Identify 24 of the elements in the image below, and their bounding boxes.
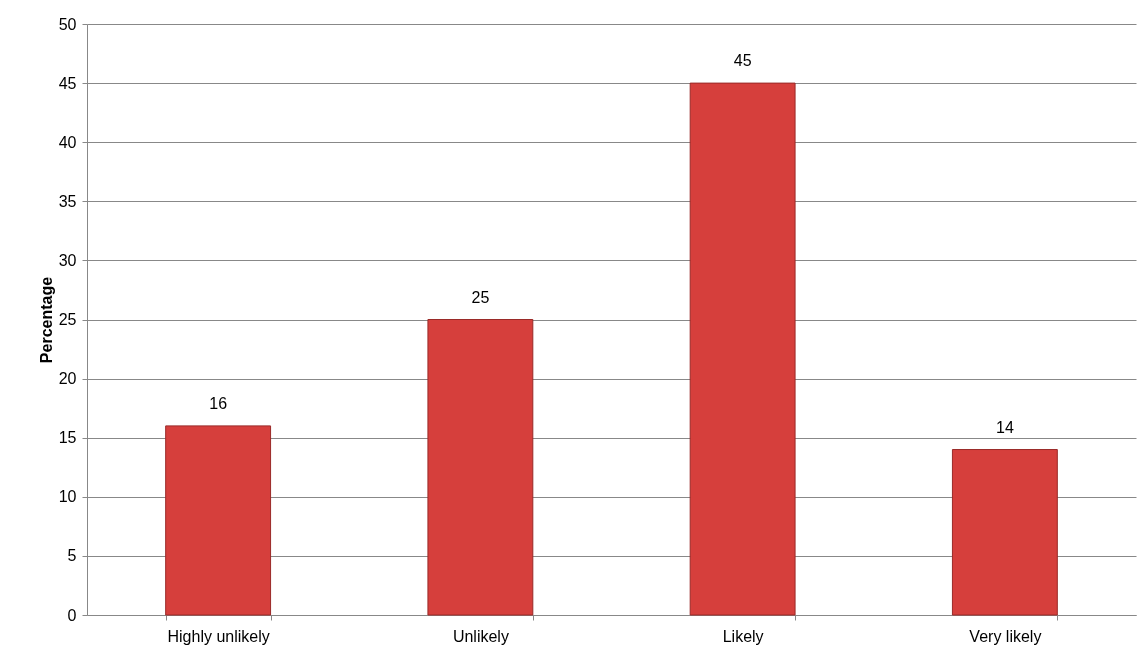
- bar: [427, 319, 534, 616]
- y-tick-label: 0: [67, 606, 77, 624]
- bar: [689, 82, 796, 616]
- y-tick-label: 35: [58, 192, 77, 210]
- y-tick-label: 25: [58, 311, 77, 328]
- data-label: 14: [995, 418, 1014, 436]
- x-tick-label: Likely: [722, 627, 764, 645]
- data-label: 16: [209, 394, 228, 412]
- y-axis-title: Percentage: [37, 276, 55, 364]
- x-tick-label: Very likely: [969, 627, 1042, 645]
- y-tick-label: 45: [58, 74, 77, 92]
- y-tick-label: 40: [58, 133, 77, 151]
- y-tick-label: 5: [67, 547, 77, 565]
- y-tick-label: 50: [58, 15, 77, 33]
- bar: [165, 425, 272, 616]
- data-label: 45: [733, 52, 752, 70]
- y-tick-label: 15: [58, 429, 77, 447]
- bar: [951, 449, 1058, 616]
- y-tick-label: 20: [58, 370, 77, 388]
- x-tick-label: Unlikely: [452, 627, 509, 645]
- y-tick-label: 30: [58, 251, 77, 269]
- y-tick-label: 10: [58, 488, 77, 506]
- data-label: 25: [471, 288, 490, 306]
- x-tick-label: Highly unlikely: [167, 627, 270, 645]
